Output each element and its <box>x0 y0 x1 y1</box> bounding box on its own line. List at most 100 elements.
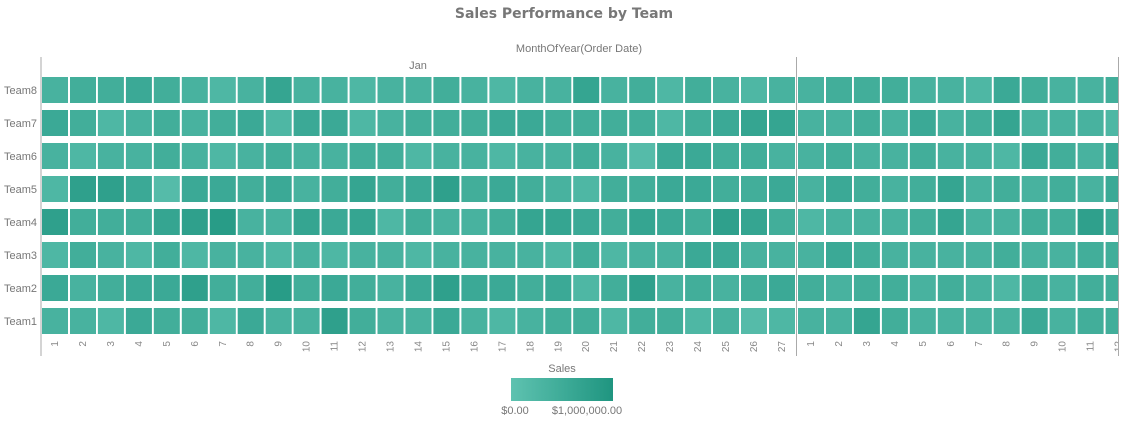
heatmap-cell[interactable]: Team6 Jan 19: 350000 <box>545 143 572 169</box>
heatmap-cell[interactable]: Team2 7: 350000 <box>965 275 992 301</box>
heatmap-cell[interactable]: Team7 4: 350000 <box>881 110 908 136</box>
heatmap-cell[interactable]: Team3 Jan 6: 250000 <box>181 242 208 268</box>
heatmap-cell[interactable]: Team6 11: 350000 <box>1077 143 1104 169</box>
heatmap-cell[interactable]: Team8 Jan 3: 450000 <box>97 77 124 103</box>
heatmap-cell[interactable]: Team8 11: 350000 <box>1077 77 1104 103</box>
heatmap-cell[interactable]: Team3 Jan 11: 250000 <box>321 242 348 268</box>
heatmap-cell[interactable]: Team5 Jan 13: 450000 <box>377 176 404 202</box>
heatmap-cell[interactable]: Team6 Jan 18: 350000 <box>517 143 544 169</box>
heatmap-cell[interactable]: Team3 1: 350000 <box>798 242 824 268</box>
heatmap-cell[interactable]: Team6 Jan 22: 150000 <box>629 143 656 169</box>
heatmap-cell[interactable]: Team4 Jan 12: 650000 <box>349 209 376 235</box>
heatmap-cell[interactable]: Team5 2: 550000 <box>826 176 852 202</box>
heatmap-cell[interactable]: Team1 1: 350000 <box>798 308 824 334</box>
heatmap-cell[interactable]: Team2 4: 450000 <box>881 275 908 301</box>
heatmap-cell[interactable]: Team4 3: 350000 <box>853 209 880 235</box>
heatmap-cell[interactable]: Team8 Jan 25: 350000 <box>713 77 739 103</box>
heatmap-cell[interactable]: Team4 8: 350000 <box>993 209 1020 235</box>
heatmap-cell[interactable]: Team2 Jan 19: 550000 <box>545 275 572 301</box>
heatmap-cell[interactable]: Team2 Jan 15: 750000 <box>433 275 460 301</box>
heatmap-cell[interactable]: Team2 Jan 9: 850000 <box>265 275 292 301</box>
heatmap-cell[interactable]: Team2 Jan 4: 550000 <box>125 275 152 301</box>
heatmap-cell[interactable]: Team5 Jan 8: 450000 <box>237 176 264 202</box>
heatmap-cell[interactable]: Team5 Jan 19: 350000 <box>545 176 572 202</box>
heatmap-cell[interactable]: Team5 Jan 11: 450000 <box>321 176 348 202</box>
heatmap-cell[interactable]: Team6 Jan 4: 350000 <box>125 143 152 169</box>
heatmap-cell[interactable]: Team7 1: 350000 <box>798 110 824 136</box>
heatmap-cell[interactable]: Team6 Jan 11: 350000 <box>321 143 348 169</box>
heatmap-cell[interactable]: Team6 Jan 15: 350000 <box>433 143 460 169</box>
heatmap-cell[interactable]: Team3 Jan 10: 350000 <box>293 242 320 268</box>
heatmap-cell[interactable]: Team6 Jan 14: 250000 <box>405 143 432 169</box>
heatmap-cell[interactable]: Team7 Jan 25: 550000 <box>713 110 739 136</box>
heatmap-cell[interactable]: Team4 Jan 7: 850000 <box>209 209 236 235</box>
heatmap-cell[interactable]: Team8 Jan 10: 350000 <box>293 77 320 103</box>
heatmap-cell[interactable]: Team2 Jan 23: 350000 <box>657 275 684 301</box>
heatmap-cell[interactable]: Team8 Jan 1: 350000 <box>42 77 68 103</box>
heatmap-cell[interactable]: Team4 Jan 8: 350000 <box>237 209 264 235</box>
heatmap-cell[interactable]: Team4 2: 350000 <box>826 209 852 235</box>
heatmap-cell[interactable]: Team7 10: 350000 <box>1049 110 1076 136</box>
heatmap-cell[interactable]: Team1 Jan 9: 350000 <box>265 308 292 334</box>
heatmap-cell[interactable]: Team6 Jan 25: 450000 <box>713 143 739 169</box>
heatmap-cell[interactable]: Team7 Jan 13: 350000 <box>377 110 404 136</box>
heatmap-cell[interactable]: Team2 Jan 6: 750000 <box>181 275 208 301</box>
heatmap-cell[interactable]: Team6 12: 550000 <box>1105 143 1128 169</box>
heatmap-cell[interactable]: Team8 5: 350000 <box>909 77 936 103</box>
heatmap-cell[interactable]: Team1 3: 650000 <box>853 308 880 334</box>
heatmap-cell[interactable]: Team7 12: 250000 <box>1105 110 1128 136</box>
heatmap-cell[interactable]: Team8 2: 450000 <box>826 77 852 103</box>
heatmap-cell[interactable]: Team6 7: 350000 <box>965 143 992 169</box>
heatmap-cell[interactable]: Team5 Jan 22: 450000 <box>629 176 656 202</box>
heatmap-cell[interactable]: Team3 Jan 16: 350000 <box>461 242 488 268</box>
heatmap-cell[interactable]: Team1 Jan 21: 250000 <box>601 308 628 334</box>
heatmap-cell[interactable]: Team5 1: 350000 <box>798 176 824 202</box>
heatmap-cell[interactable]: Team4 12: 550000 <box>1105 209 1128 235</box>
heatmap-cell[interactable]: Team5 10: 450000 <box>1049 176 1076 202</box>
heatmap-cell[interactable]: Team6 Jan 26: 450000 <box>741 143 767 169</box>
heatmap-cell[interactable]: Team7 Jan 7: 450000 <box>209 110 236 136</box>
heatmap-cell[interactable]: Team4 Jan 19: 650000 <box>545 209 572 235</box>
heatmap-cell[interactable]: Team2 Jan 21: 450000 <box>601 275 628 301</box>
heatmap-cell[interactable]: Team3 12: 450000 <box>1105 242 1128 268</box>
heatmap-cell[interactable]: Team6 8: 250000 <box>993 143 1020 169</box>
heatmap-cell[interactable]: Team5 Jan 14: 550000 <box>405 176 432 202</box>
heatmap-cell[interactable]: Team2 11: 450000 <box>1077 275 1104 301</box>
heatmap-cell[interactable]: Team3 8: 450000 <box>993 242 1020 268</box>
heatmap-cell[interactable]: Team7 Jan 4: 350000 <box>125 110 152 136</box>
heatmap-cell[interactable]: Team5 Jan 25: 450000 <box>713 176 739 202</box>
heatmap-cell[interactable]: Team3 Jan 7: 350000 <box>209 242 236 268</box>
heatmap-cell[interactable]: Team3 Jan 23: 350000 <box>657 242 684 268</box>
heatmap-cell[interactable]: Team2 Jan 2: 350000 <box>70 275 96 301</box>
heatmap-cell[interactable]: Team3 Jan 22: 350000 <box>629 242 656 268</box>
heatmap-cell[interactable]: Team5 Jan 7: 550000 <box>209 176 236 202</box>
heatmap-cell[interactable]: Team1 Jan 1: 350000 <box>42 308 68 334</box>
heatmap-cell[interactable]: Team2 Jan 25: 350000 <box>713 275 739 301</box>
heatmap-cell[interactable]: Team3 7: 350000 <box>965 242 992 268</box>
heatmap-cell[interactable]: Team8 Jan 12: 250000 <box>349 77 376 103</box>
heatmap-cell[interactable]: Team6 4: 350000 <box>881 143 908 169</box>
heatmap-cell[interactable]: Team7 3: 450000 <box>853 110 880 136</box>
heatmap-cell[interactable]: Team3 Jan 21: 250000 <box>601 242 628 268</box>
heatmap-cell[interactable]: Team6 Jan 16: 350000 <box>461 143 488 169</box>
heatmap-cell[interactable]: Team4 Jan 10: 650000 <box>293 209 320 235</box>
heatmap-cell[interactable]: Team2 12: 450000 <box>1105 275 1128 301</box>
heatmap-cell[interactable]: Team1 4: 450000 <box>881 308 908 334</box>
heatmap-cell[interactable]: Team1 6: 350000 <box>937 308 964 334</box>
heatmap-cell[interactable]: Team4 Jan 11: 550000 <box>321 209 348 235</box>
heatmap-cell[interactable]: Team5 6: 650000 <box>937 176 964 202</box>
heatmap-cell[interactable]: Team4 Jan 4: 450000 <box>125 209 152 235</box>
heatmap-cell[interactable]: Team8 1: 350000 <box>798 77 824 103</box>
heatmap-cell[interactable]: Team2 1: 450000 <box>798 275 824 301</box>
heatmap-cell[interactable]: Team1 Jan 7: 250000 <box>209 308 236 334</box>
heatmap-cell[interactable]: Team5 4: 350000 <box>881 176 908 202</box>
heatmap-cell[interactable]: Team7 Jan 26: 650000 <box>741 110 767 136</box>
heatmap-cell[interactable]: Team1 Jan 11: 750000 <box>321 308 348 334</box>
heatmap-cell[interactable]: Team2 8: 250000 <box>993 275 1020 301</box>
heatmap-cell[interactable]: Team7 Jan 2: 450000 <box>70 110 96 136</box>
heatmap-cell[interactable]: Team5 Jan 23: 550000 <box>657 176 684 202</box>
heatmap-cell[interactable]: Team4 Jan 17: 450000 <box>489 209 516 235</box>
heatmap-cell[interactable]: Team8 Jan 23: 250000 <box>657 77 684 103</box>
heatmap-cell[interactable]: Team7 Jan 10: 550000 <box>293 110 320 136</box>
heatmap-cell[interactable]: Team4 Jan 25: 750000 <box>713 209 739 235</box>
